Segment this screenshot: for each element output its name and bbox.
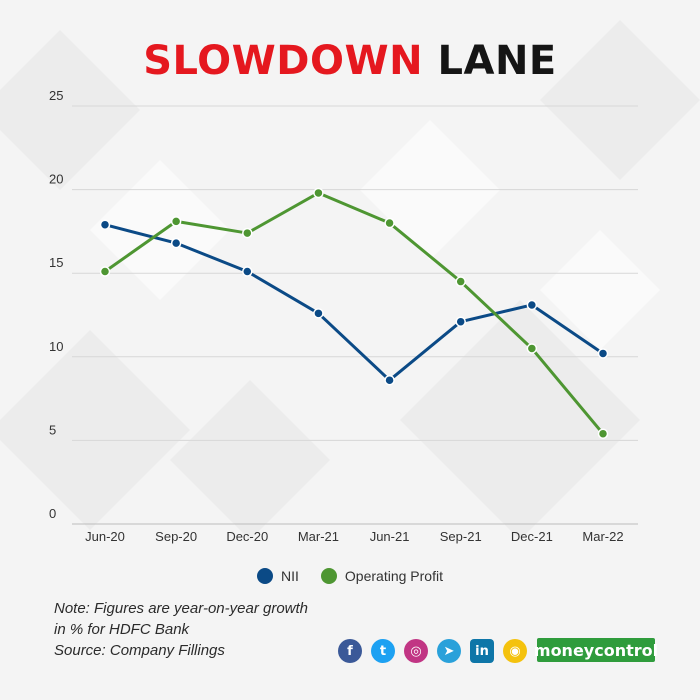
legend-marker-operating-profit xyxy=(320,568,337,584)
legend-item-operating-profit: Operating Profit xyxy=(320,568,443,584)
chart-title: SLOWDOWN LANE xyxy=(0,38,700,84)
data-point-operating-profit xyxy=(597,428,609,439)
x-tick-label: Sep-21 xyxy=(440,529,482,544)
data-point-operating-profit xyxy=(242,227,253,239)
moneycontrol-logo: moneycontrol xyxy=(534,638,658,662)
x-tick-label: Jun-21 xyxy=(370,529,410,544)
data-point-operating-profit xyxy=(170,216,182,227)
data-point-nii xyxy=(170,237,182,249)
y-tick-label: 0 xyxy=(49,506,56,521)
legend-label-nii: NII xyxy=(281,568,299,584)
note-line-1: Note: Figures are year-on-year growth xyxy=(54,600,309,617)
data-point-operating-profit xyxy=(455,276,466,287)
x-tick-label: Sep-20 xyxy=(155,529,197,544)
x-tick-label: Mar-21 xyxy=(298,529,339,544)
x-tick-label: Mar-22 xyxy=(582,529,623,544)
legend-label-operating-profit: Operating Profit xyxy=(344,568,443,584)
data-point-nii xyxy=(597,348,609,359)
data-point-nii xyxy=(384,374,395,386)
y-tick-label: 10 xyxy=(49,339,63,354)
series-line-nii xyxy=(104,223,604,382)
data-point-operating-profit xyxy=(384,217,395,229)
y-tick-label: 20 xyxy=(49,172,63,187)
data-point-operating-profit xyxy=(526,343,538,354)
legend-item-nii: NII xyxy=(257,568,299,584)
x-tick-label: Jun-20 xyxy=(85,529,125,544)
data-point-operating-profit xyxy=(99,266,111,277)
facebook-icon[interactable]: f xyxy=(338,639,362,663)
linkedin-icon[interactable]: in xyxy=(470,639,494,663)
y-tick-label: 25 xyxy=(49,88,63,103)
data-point-nii xyxy=(526,299,538,311)
legend: NII Operating Profit xyxy=(0,568,700,584)
y-tick-label: 5 xyxy=(49,422,56,437)
data-point-nii xyxy=(313,308,324,319)
footnote: Note: Figures are year-on-year growth in… xyxy=(54,598,354,661)
series-line-operating-profit xyxy=(104,191,605,435)
x-tick-label: Dec-20 xyxy=(226,529,268,544)
y-tick-label: 15 xyxy=(49,255,63,270)
twitter-icon[interactable]: t xyxy=(371,639,395,663)
x-tick-label: Dec-21 xyxy=(511,529,553,544)
title-part-black: LANE xyxy=(437,38,557,84)
title-part-red: SLOWDOWN xyxy=(143,38,424,84)
instagram-icon[interactable]: ◎ xyxy=(404,639,428,663)
note-line-2: in % for HDFC Bank xyxy=(54,621,190,638)
data-point-nii xyxy=(99,219,111,230)
data-point-nii xyxy=(455,316,466,327)
social-links: f t ◎ ➤ in ◉ xyxy=(338,639,527,663)
telegram-icon[interactable]: ➤ xyxy=(437,639,461,663)
legend-marker-nii xyxy=(257,568,274,584)
koo-icon[interactable]: ◉ xyxy=(503,639,527,663)
data-point-operating-profit xyxy=(313,187,324,199)
data-point-nii xyxy=(242,266,253,277)
source-line: Source: Company Fillings xyxy=(54,642,225,659)
